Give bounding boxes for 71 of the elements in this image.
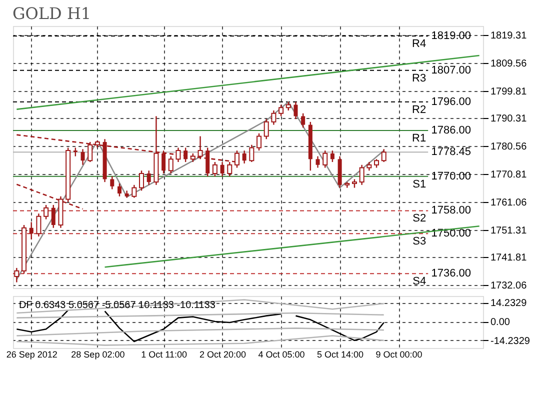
- candlestick: [29, 222, 34, 240]
- candlestick: [249, 144, 254, 163]
- ref-line-label: 1807.00: [431, 64, 471, 76]
- candlestick: [139, 170, 144, 192]
- candlestick: [316, 156, 320, 168]
- y-tick-label: 1770.81: [490, 170, 528, 181]
- y-tick-label: 1809.56: [490, 58, 528, 70]
- annotation: R4: [412, 38, 426, 50]
- candlestick: [168, 156, 174, 174]
- ref-line-label: 1736.00: [431, 268, 471, 280]
- candlestick: [301, 112, 306, 128]
- x-tick-label: 28 Sep 02:00: [71, 350, 125, 360]
- candlestick: [271, 110, 276, 126]
- candlestick: [110, 176, 114, 190]
- y-tick-label: 1819.31: [490, 30, 528, 42]
- candlestick: [44, 204, 49, 220]
- annotation: S4: [412, 276, 426, 288]
- candlestick: [176, 147, 181, 163]
- ref-line-label: 1786.00: [431, 124, 471, 137]
- y-tick-label: 1761.06: [490, 197, 528, 208]
- line-series: [16, 335, 385, 346]
- candlestick: [242, 150, 246, 164]
- candlestick: [359, 164, 364, 186]
- x-tick-label: 9 Oct 00:00: [376, 350, 422, 360]
- candlestick: [322, 150, 328, 168]
- annotation: S1: [412, 178, 426, 190]
- candlestick: [80, 148, 85, 166]
- x-tick-label: 26 Sep 2012: [6, 350, 58, 360]
- ref-line-label: 1758.00: [431, 204, 471, 217]
- y-tick-label: 1732.06: [490, 280, 528, 292]
- ref-line-label: 1778.45: [431, 146, 471, 158]
- annotation: R2: [412, 104, 426, 116]
- line-series: [16, 299, 385, 314]
- line-series: [16, 328, 385, 336]
- candlestick: [146, 170, 151, 186]
- annotation: R3: [412, 72, 426, 84]
- x-tick-label: 5 Oct 14:00: [317, 350, 364, 360]
- ref-line-label: 1819.00: [431, 30, 471, 42]
- y-tick-label: 1741.81: [490, 252, 528, 264]
- candlestick: [212, 161, 218, 177]
- candlestick: [294, 101, 298, 120]
- y-tick-label: 1790.31: [490, 114, 528, 125]
- x-tick-label: 2 Oct 20:00: [200, 350, 246, 360]
- y-tick-label: 1780.56: [490, 142, 528, 153]
- candlestick: [184, 147, 188, 163]
- annotation: S2: [412, 212, 426, 225]
- y-tick-label: -14.2329: [490, 336, 530, 347]
- candlestick: [132, 184, 137, 198]
- y-tick-label: 0.00: [490, 317, 510, 328]
- annotation: S3: [412, 236, 426, 248]
- candlestick: [227, 161, 232, 177]
- candlestick: [14, 267, 20, 283]
- y-tick-label: 1799.81: [490, 86, 528, 98]
- candlestick: [381, 148, 386, 163]
- candlestick: [330, 150, 334, 163]
- annotation: R1: [412, 132, 426, 145]
- x-tick-label: 1 Oct 11:00: [141, 350, 187, 360]
- x-tick-label: 4 Oct 05:00: [258, 350, 305, 360]
- annotation: DF 0.6343 5.0567 -5.0567 10.1133 -10.1133: [19, 300, 216, 311]
- candlestick: [117, 182, 122, 197]
- ref-line-label: 1770.00: [431, 170, 471, 182]
- candlestick: [36, 212, 42, 238]
- candlestick: [51, 204, 56, 228]
- y-tick-label: 14.2329: [490, 298, 528, 310]
- y-tick-label: 1751.31: [490, 225, 528, 236]
- candlestick: [264, 118, 269, 140]
- ref-line-label: 1796.00: [431, 96, 471, 108]
- line-series: [16, 101, 385, 280]
- chart-title: GOLD H1: [12, 4, 92, 23]
- candlestick: [278, 104, 284, 117]
- candlestick: [256, 132, 262, 152]
